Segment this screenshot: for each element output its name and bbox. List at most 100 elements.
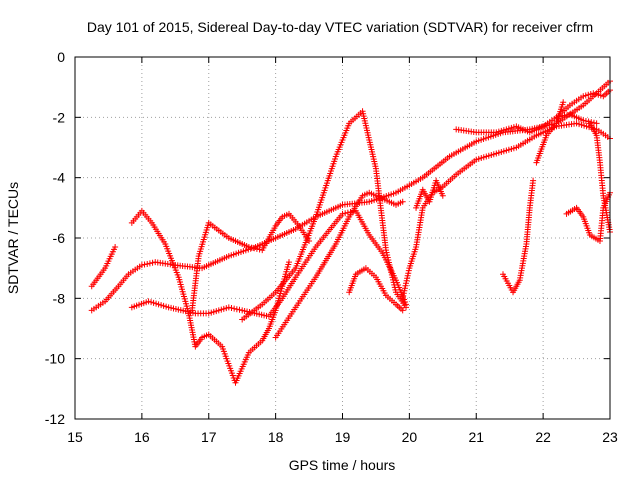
data-point: [493, 150, 500, 157]
data-point: [228, 304, 235, 311]
series-track-d: [189, 210, 313, 314]
series-track-f: [239, 108, 410, 323]
data-point: [399, 198, 406, 205]
data-point: [141, 261, 148, 268]
data-point: [163, 303, 170, 310]
y-axis-label: SDTVAR / TECUs: [5, 182, 21, 294]
series-track-j: [413, 177, 446, 211]
x-tick-label: 17: [201, 429, 217, 445]
data-point: [160, 302, 167, 309]
data-point: [401, 285, 408, 292]
data-point: [208, 309, 215, 316]
y-tick-label: -12: [45, 411, 65, 427]
y-tick-label: -6: [53, 230, 66, 246]
data-point: [493, 129, 500, 136]
series-track-c: [128, 207, 292, 386]
data-point: [223, 305, 230, 312]
data-point: [339, 210, 346, 217]
data-point: [403, 277, 410, 284]
data-point: [213, 308, 220, 315]
series-track-l: [500, 177, 537, 296]
data-point: [402, 282, 409, 289]
data-point: [342, 210, 349, 217]
data-point: [215, 307, 222, 314]
data-point: [403, 304, 410, 311]
data-point: [225, 304, 232, 311]
x-tick-label: 23: [602, 429, 618, 445]
data-point: [475, 155, 482, 162]
y-tick-labels: 0 -2 -4 -6 -8 -10 -12: [45, 49, 65, 427]
grid-lines: [75, 57, 610, 419]
series-track-e: [128, 207, 410, 320]
data-point: [495, 128, 502, 135]
data-point: [439, 192, 446, 199]
data-point: [153, 300, 160, 307]
data-point: [593, 120, 600, 127]
data-point: [403, 280, 410, 287]
data-point: [401, 287, 408, 294]
data-point: [508, 146, 515, 153]
x-tick-labels: 15 16 17 18 19 20 21 22 23: [67, 429, 618, 445]
series-track-p: [533, 99, 567, 166]
data-point: [508, 124, 515, 131]
series-track-k: [453, 111, 600, 136]
data-point: [590, 90, 597, 97]
data-point: [400, 292, 407, 299]
data-point: [561, 112, 568, 119]
data-point: [582, 117, 589, 124]
series-track-h: [346, 265, 406, 314]
data-point: [578, 121, 585, 128]
x-tick-label: 16: [134, 429, 150, 445]
x-tick-label: 18: [268, 429, 284, 445]
data-point: [505, 146, 512, 153]
data-point: [473, 156, 480, 163]
data-point: [503, 126, 510, 133]
data-point: [112, 244, 119, 251]
data-point: [590, 119, 597, 126]
data-point: [500, 148, 507, 155]
y-tick-label: -2: [53, 109, 66, 125]
x-tick-label: 15: [67, 429, 83, 445]
series-track-g: [272, 189, 406, 341]
data-point: [498, 127, 505, 134]
data-point: [597, 92, 604, 99]
x-tick-label: 22: [535, 429, 551, 445]
data-point: [478, 155, 485, 162]
data-point: [498, 149, 505, 156]
data-point: [488, 152, 495, 159]
data-point: [146, 260, 153, 267]
data-point: [405, 270, 412, 277]
data-point: [144, 260, 151, 267]
data-point: [150, 299, 157, 306]
data-point: [158, 302, 165, 309]
chart-title: Day 101 of 2015, Sidereal Day-to-day VTE…: [87, 19, 593, 35]
data-point: [592, 90, 599, 97]
data-point: [560, 99, 567, 106]
series-track-a: [88, 78, 613, 314]
data-point: [404, 275, 411, 282]
data-point: [231, 305, 238, 312]
data-point: [218, 306, 225, 313]
data-point: [505, 125, 512, 132]
data-point: [503, 147, 510, 154]
data-point: [490, 151, 497, 158]
y-tick-label: -8: [53, 290, 66, 306]
data-point: [495, 149, 502, 156]
data-point: [205, 310, 212, 317]
x-tick-label: 20: [402, 429, 418, 445]
data-point: [483, 153, 490, 160]
data-point: [400, 290, 407, 297]
data-point: [480, 154, 487, 161]
data-point: [581, 122, 588, 129]
data-point: [236, 306, 243, 313]
data-point: [233, 306, 240, 313]
data-point: [576, 121, 583, 128]
data-point: [595, 91, 602, 98]
data-point: [580, 117, 587, 124]
x-axis-label: GPS time / hours: [289, 457, 396, 473]
data-point: [286, 259, 292, 266]
data-point: [256, 246, 263, 253]
y-tick-label: -10: [45, 351, 65, 367]
data-point: [248, 244, 255, 251]
